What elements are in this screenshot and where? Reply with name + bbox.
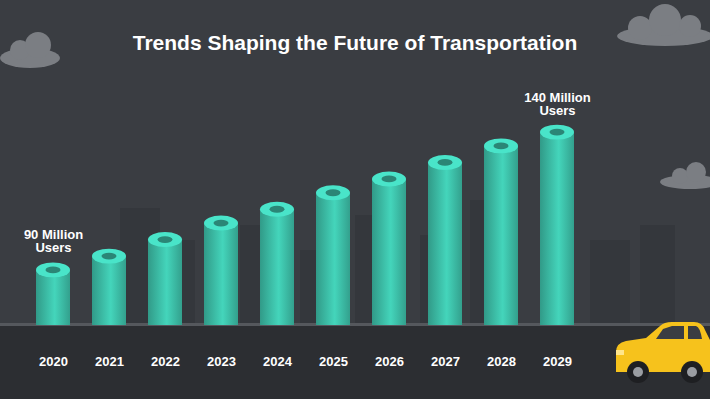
svg-text:2029: 2029 [543,354,572,369]
svg-text:2025: 2025 [319,354,348,369]
svg-text:2026: 2026 [375,354,404,369]
html-text:Trends Shaping the Future of T: Trends Shaping the Future of Transportat… [132,31,578,54]
svg-text:140 MillionUsers: 140 MillionUsers [524,90,591,118]
svg-text:2021: 2021 [95,354,124,369]
svg-text:2020: 2020 [39,354,68,369]
svg-text:2023: 2023 [207,354,236,369]
svg-text:2022: 2022 [151,354,180,369]
svg-text:90 MillionUsers: 90 MillionUsers [24,227,83,255]
svg-text:2028: 2028 [487,354,516,369]
svg-text:2027: 2027 [431,354,460,369]
svg-text:2024: 2024 [263,354,293,369]
